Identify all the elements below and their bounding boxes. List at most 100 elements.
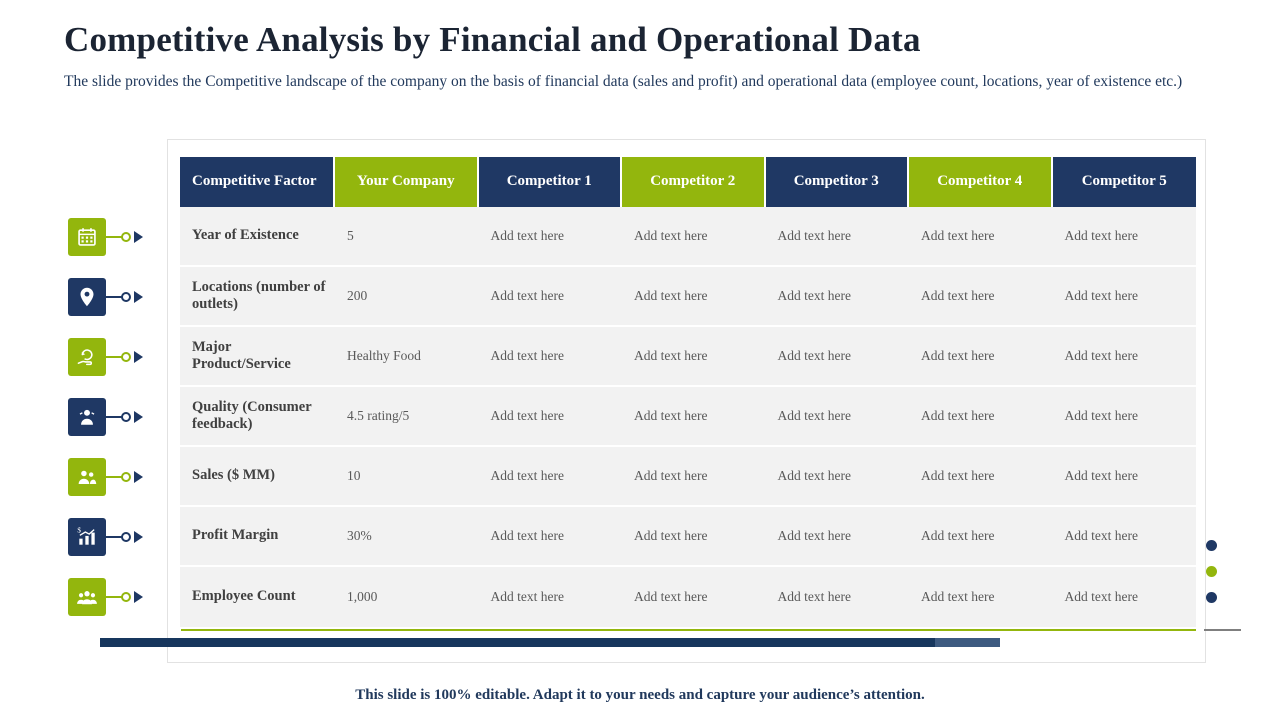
- connector-ring: [121, 532, 131, 542]
- arrow-right-icon: [134, 291, 143, 303]
- rail-item-profit-margin: $: [68, 518, 143, 556]
- cell-competitor-3[interactable]: Add text here: [777, 467, 851, 483]
- cell-competitor-4[interactable]: Add text here: [921, 347, 995, 363]
- table-underline: [181, 629, 1196, 631]
- cell-competitor-2[interactable]: Add text here: [634, 467, 708, 483]
- cell-competitor-4[interactable]: Add text here: [921, 467, 995, 483]
- cell-competitor-4[interactable]: Add text here: [921, 227, 995, 243]
- cell-competitor-2[interactable]: Add text here: [634, 227, 708, 243]
- bottom-accent-bar: [100, 638, 935, 647]
- connector-ring: [121, 232, 131, 242]
- cell-competitor-1[interactable]: Add text here: [490, 467, 564, 483]
- cell-competitor-5[interactable]: Add text here: [1064, 287, 1138, 303]
- cell-competitor-2[interactable]: Add text here: [634, 527, 708, 543]
- connector-line: [106, 356, 122, 358]
- employee-count-icon: [68, 578, 106, 616]
- table-row: Profit Margin 30% Add text here Add text…: [180, 507, 1196, 567]
- cell-competitor-5[interactable]: Add text here: [1064, 527, 1138, 543]
- accent-dot-navy: [1206, 592, 1217, 603]
- table-header-row: Competitive Factor Your Company Competit…: [180, 157, 1196, 207]
- table-row: Quality (Consumer feedback) 4.5 rating/5…: [180, 387, 1196, 447]
- row-factor: Quality (Consumer feedback): [192, 398, 312, 432]
- slide-subtitle: The slide provides the Competitive lands…: [64, 73, 1183, 90]
- cell-competitor-1[interactable]: Add text here: [490, 287, 564, 303]
- arrow-right-icon: [134, 231, 143, 243]
- location-pin-icon: [68, 278, 106, 316]
- cell-your-company[interactable]: 5: [347, 227, 354, 243]
- cell-competitor-5[interactable]: Add text here: [1064, 588, 1138, 604]
- cell-competitor-1[interactable]: Add text here: [490, 227, 564, 243]
- cell-competitor-3[interactable]: Add text here: [777, 588, 851, 604]
- cell-competitor-3[interactable]: Add text here: [777, 227, 851, 243]
- cell-competitor-2[interactable]: Add text here: [634, 287, 708, 303]
- connector-ring: [121, 292, 131, 302]
- arrow-right-icon: [134, 351, 143, 363]
- cell-competitor-4[interactable]: Add text here: [921, 407, 995, 423]
- cell-your-company[interactable]: 30%: [347, 527, 372, 543]
- cell-your-company[interactable]: 200: [347, 287, 368, 303]
- accent-dot-navy: [1206, 540, 1217, 551]
- cell-competitor-2[interactable]: Add text here: [634, 347, 708, 363]
- row-factor: Profit Margin: [192, 527, 279, 544]
- cell-your-company[interactable]: Healthy Food: [347, 347, 421, 363]
- sales-icon: [68, 458, 106, 496]
- row-factor: Year of Existence: [192, 227, 299, 244]
- connector-line: [106, 536, 122, 538]
- rail-item-quality: [68, 398, 143, 436]
- cell-competitor-1[interactable]: Add text here: [490, 407, 564, 423]
- table-row: Employee Count 1,000 Add text here Add t…: [180, 567, 1196, 627]
- cell-competitor-5[interactable]: Add text here: [1064, 227, 1138, 243]
- cell-competitor-3[interactable]: Add text here: [777, 347, 851, 363]
- cell-your-company[interactable]: 10: [347, 467, 361, 483]
- right-accent-line: [1204, 629, 1241, 631]
- cell-competitor-1[interactable]: Add text here: [490, 527, 564, 543]
- cell-competitor-3[interactable]: Add text here: [777, 287, 851, 303]
- connector-ring: [121, 592, 131, 602]
- row-factor: Employee Count: [192, 588, 296, 605]
- table-row: Locations (number of outlets) 200 Add te…: [180, 267, 1196, 327]
- arrow-right-icon: [134, 471, 143, 483]
- calendar-icon: [68, 218, 106, 256]
- table-row: Sales ($ MM) 10 Add text here Add text h…: [180, 447, 1196, 507]
- connector-line: [106, 236, 122, 238]
- arrow-right-icon: [134, 411, 143, 423]
- svg-text:$: $: [77, 527, 81, 535]
- cell-competitor-2[interactable]: Add text here: [634, 407, 708, 423]
- header-competitor-1: Competitor 1: [478, 157, 622, 207]
- header-your-company: Your Company: [335, 157, 479, 207]
- cell-your-company[interactable]: 1,000: [347, 588, 378, 604]
- arrow-right-icon: [134, 531, 143, 543]
- slide-title: Competitive Analysis by Financial and Op…: [64, 20, 921, 59]
- table-row: Year of Existence 5 Add text here Add te…: [180, 207, 1196, 267]
- product-service-icon: [68, 338, 106, 376]
- accent-dot-green: [1206, 566, 1217, 577]
- table-row: Major Product/Service Healthy Food Add t…: [180, 327, 1196, 387]
- quality-feedback-icon: [68, 398, 106, 436]
- header-competitor-5: Competitor 5: [1052, 157, 1196, 207]
- cell-competitor-2[interactable]: Add text here: [634, 588, 708, 604]
- row-factor: Sales ($ MM): [192, 467, 275, 484]
- rail-item-sales: [68, 458, 143, 496]
- connector-line: [106, 476, 122, 478]
- cell-competitor-3[interactable]: Add text here: [777, 407, 851, 423]
- bottom-accent-bar-end: [935, 638, 1000, 647]
- cell-competitor-4[interactable]: Add text here: [921, 287, 995, 303]
- connector-ring: [121, 472, 131, 482]
- rail-item-product-service: [68, 338, 143, 376]
- connector-line: [106, 596, 122, 598]
- connector-ring: [121, 352, 131, 362]
- arrow-right-icon: [134, 591, 143, 603]
- profit-margin-icon: $: [68, 518, 106, 556]
- cell-your-company[interactable]: 4.5 rating/5: [347, 407, 410, 423]
- cell-competitor-1[interactable]: Add text here: [490, 588, 564, 604]
- cell-competitor-4[interactable]: Add text here: [921, 527, 995, 543]
- cell-competitor-5[interactable]: Add text here: [1064, 467, 1138, 483]
- rail-item-locations: [68, 278, 143, 316]
- cell-competitor-4[interactable]: Add text here: [921, 588, 995, 604]
- footer-note: This slide is 100% editable. Adapt it to…: [355, 687, 925, 703]
- cell-competitor-1[interactable]: Add text here: [490, 347, 564, 363]
- cell-competitor-5[interactable]: Add text here: [1064, 407, 1138, 423]
- header-competitive-factor: Competitive Factor: [180, 157, 335, 207]
- cell-competitor-3[interactable]: Add text here: [777, 527, 851, 543]
- cell-competitor-5[interactable]: Add text here: [1064, 347, 1138, 363]
